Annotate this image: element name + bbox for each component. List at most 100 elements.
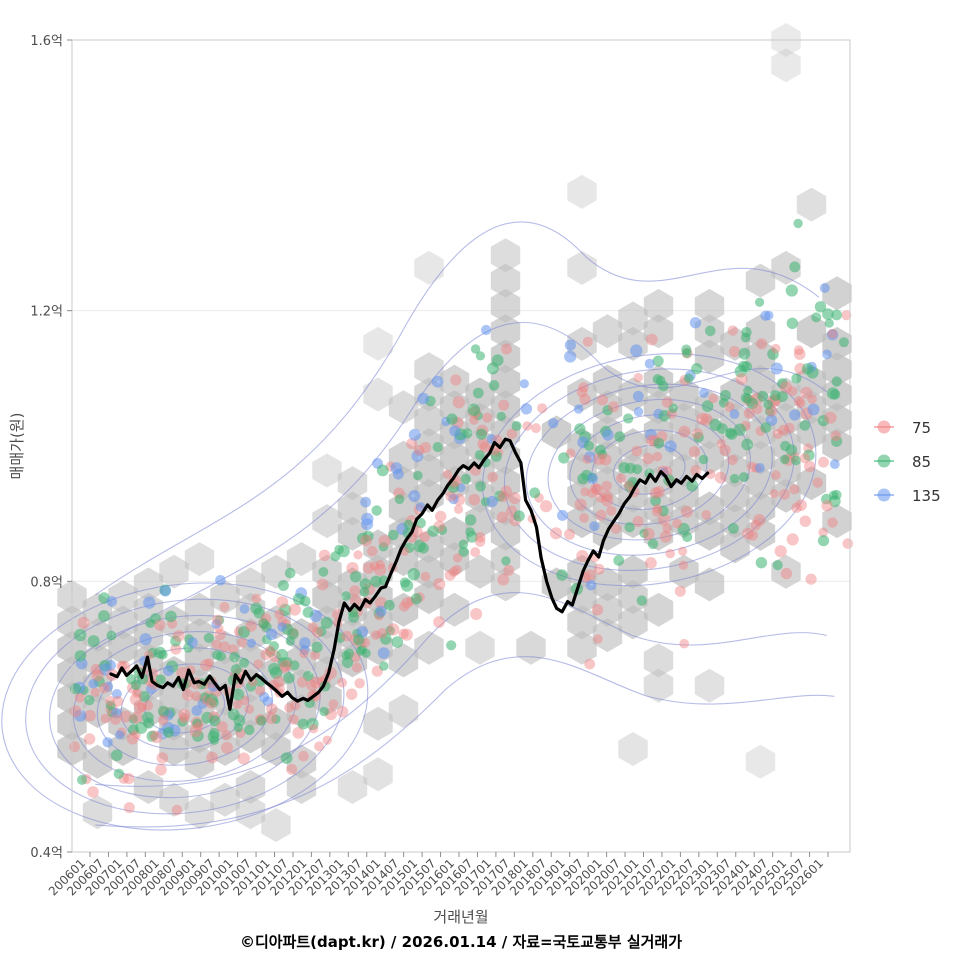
scatter-point — [503, 564, 515, 576]
scatter-point — [475, 428, 488, 440]
scatter-point — [306, 717, 319, 731]
scatter-point — [146, 684, 157, 695]
scatter-point — [284, 567, 296, 579]
hexbin-cell — [286, 744, 317, 779]
scatter-point — [165, 610, 177, 623]
scatter-point — [564, 528, 575, 540]
scatter-point — [215, 575, 226, 586]
scatter-point — [105, 700, 116, 711]
scatter-point — [726, 428, 738, 440]
density-contour — [569, 414, 730, 526]
scatter-point — [786, 533, 799, 546]
scatter-point — [310, 676, 323, 689]
scatter-point — [205, 693, 218, 706]
scatter-point — [308, 724, 319, 734]
scatter-point — [288, 714, 299, 725]
scatter-point — [760, 310, 771, 321]
scatter-point — [349, 571, 362, 583]
scatter-points-layer — [69, 218, 854, 816]
scatter-point — [659, 530, 672, 543]
hexbin-cell — [643, 643, 674, 678]
scatter-point — [589, 521, 600, 532]
scatter-point — [587, 488, 597, 499]
scatter-point — [650, 495, 661, 507]
scatter-point — [602, 405, 613, 416]
hexbin-cell — [592, 314, 623, 349]
scatter-point — [678, 560, 689, 570]
scatter-point — [69, 705, 82, 718]
scatter-point — [623, 480, 634, 491]
hexbin-cell — [490, 516, 521, 551]
scatter-point — [693, 432, 704, 443]
scatter-point — [299, 637, 311, 649]
hexbin-cell — [669, 428, 699, 463]
scatter-point — [415, 517, 426, 529]
scatter-point — [557, 509, 568, 521]
scatter-point — [84, 709, 96, 722]
scatter-point — [677, 522, 690, 536]
hexbin-cell — [592, 364, 623, 399]
scatter-point — [602, 429, 614, 441]
scatter-point — [450, 374, 462, 386]
scatter-point — [785, 284, 798, 297]
scatter-point — [791, 455, 801, 466]
hexbin-cell — [108, 605, 138, 640]
scatter-point — [279, 603, 292, 616]
scatter-point — [246, 638, 256, 648]
scatter-point — [548, 418, 559, 429]
scatter-point — [632, 390, 644, 402]
scatter-point — [135, 721, 148, 734]
scatter-point — [779, 488, 790, 500]
scatter-point — [432, 441, 443, 453]
scatter-point — [791, 502, 802, 513]
scatter-point — [138, 691, 150, 702]
scatter-point — [750, 519, 762, 531]
scatter-point — [172, 630, 185, 642]
scatter-point — [830, 430, 841, 442]
scatter-point — [115, 730, 125, 740]
scatter-point — [284, 702, 294, 713]
scatter-point — [266, 703, 278, 715]
scatter-point — [793, 218, 803, 229]
hexbin-cell — [669, 402, 699, 437]
hexbin-cell — [796, 187, 827, 222]
y-axis-title: 매매가(원) — [8, 413, 26, 480]
scatter-point — [90, 687, 101, 697]
scatter-point — [585, 579, 597, 591]
scatter-point — [614, 431, 626, 442]
scatter-point — [170, 635, 182, 647]
y-axis-ticks: 1.6억 1.2억 0.8억 0.4억 — [30, 34, 72, 861]
scatter-point — [564, 339, 577, 351]
scatter-point — [205, 697, 217, 709]
scatter-point — [320, 616, 333, 629]
scatter-point — [69, 741, 80, 753]
scatter-point — [501, 343, 512, 355]
scatter-point — [742, 527, 754, 540]
scatter-point — [219, 601, 230, 612]
scatter-point — [714, 471, 727, 484]
scatter-point — [771, 343, 781, 354]
scatter-point — [822, 349, 832, 360]
scatter-point — [87, 786, 99, 798]
scatter-point — [189, 724, 202, 738]
scatter-point — [799, 453, 811, 464]
hexbin-cell — [490, 263, 521, 298]
scatter-point — [506, 428, 518, 440]
scatter-point — [464, 514, 477, 526]
scatter-point — [601, 480, 612, 492]
scatter-point — [574, 498, 587, 511]
scatter-point — [116, 660, 128, 672]
scatter-point — [479, 441, 491, 453]
scatter-point — [238, 626, 250, 638]
scatter-point — [579, 513, 589, 523]
scatter-point — [253, 607, 265, 619]
scatter-point — [87, 635, 100, 648]
scatter-point — [469, 415, 479, 425]
scatter-point — [163, 665, 174, 677]
hexbin-cell — [643, 288, 674, 323]
scatter-point — [158, 715, 169, 726]
scatter-point — [318, 567, 329, 577]
scatter-point — [322, 735, 332, 745]
scatter-point — [799, 515, 811, 527]
scatter-point — [74, 709, 87, 722]
